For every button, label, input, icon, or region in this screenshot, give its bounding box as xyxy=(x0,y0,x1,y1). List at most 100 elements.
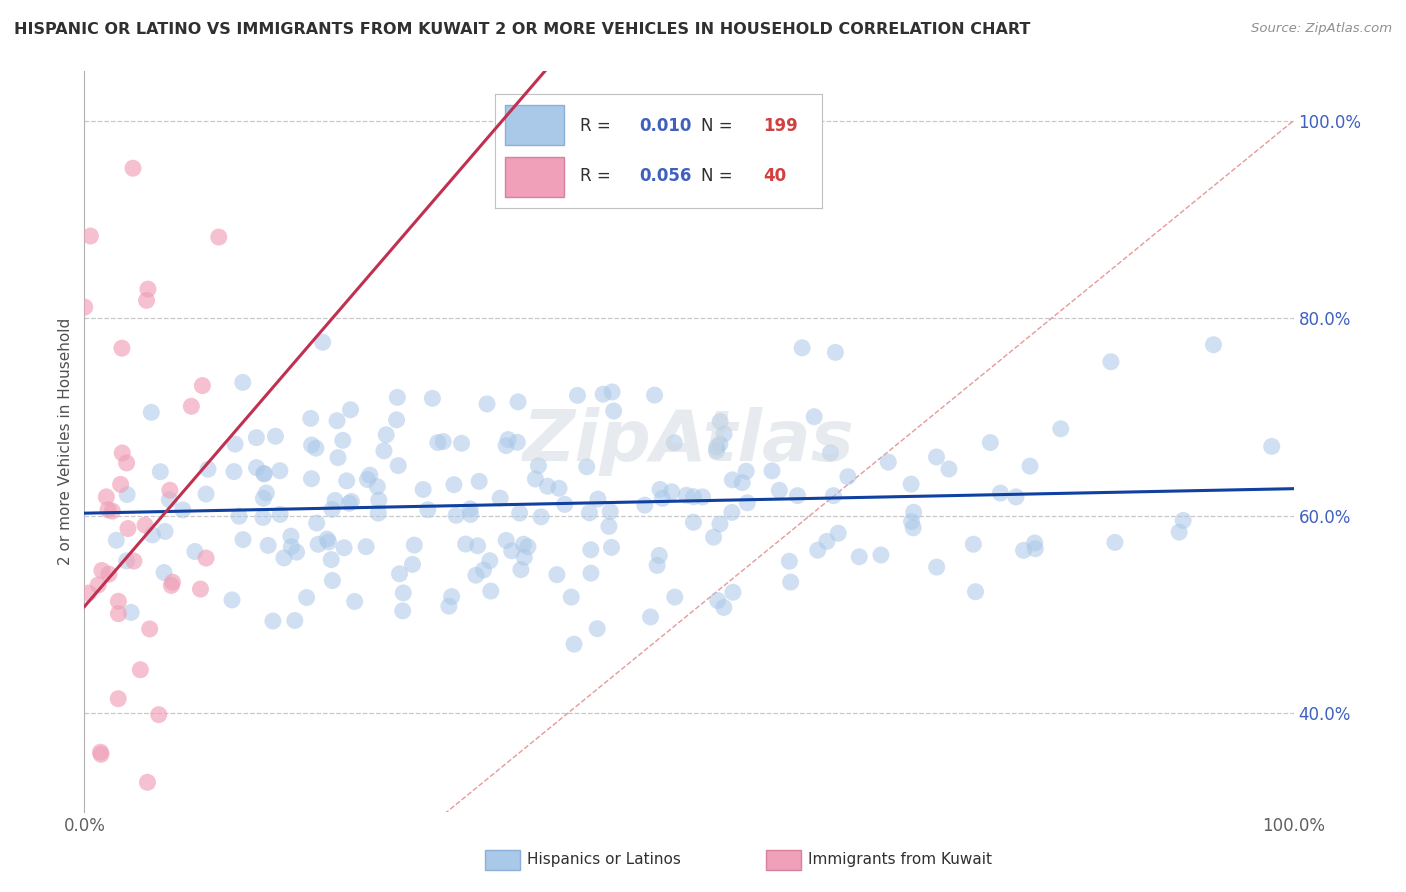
Point xyxy=(107,594,129,608)
Text: Hispanics or Latinos: Hispanics or Latinos xyxy=(527,853,681,867)
Point xyxy=(640,610,662,624)
Point xyxy=(837,469,859,483)
Point xyxy=(426,435,449,450)
Point xyxy=(412,483,434,497)
Point xyxy=(157,492,180,507)
Point xyxy=(1049,422,1071,436)
Point xyxy=(416,502,439,516)
Point xyxy=(262,614,284,628)
Point xyxy=(122,161,145,176)
Point xyxy=(191,378,214,392)
Point xyxy=(273,550,295,565)
Point xyxy=(768,483,790,498)
Point xyxy=(901,521,924,535)
Point xyxy=(184,544,207,558)
Point xyxy=(644,388,666,402)
Point xyxy=(245,431,267,445)
Point xyxy=(979,435,1001,450)
Point xyxy=(136,775,159,789)
Point xyxy=(110,477,132,491)
Point xyxy=(807,543,830,558)
Point xyxy=(1260,439,1282,453)
Point xyxy=(321,502,343,516)
Point xyxy=(305,516,328,530)
Point xyxy=(731,475,754,490)
Point xyxy=(786,489,808,503)
Point xyxy=(195,551,218,566)
Point xyxy=(339,402,361,417)
Point xyxy=(721,585,744,599)
Point xyxy=(89,745,111,759)
Point xyxy=(900,515,922,529)
Point xyxy=(90,747,112,762)
Point xyxy=(527,458,550,473)
Point xyxy=(160,578,183,592)
Point xyxy=(232,376,254,390)
Point xyxy=(530,509,553,524)
Point xyxy=(645,558,668,573)
Point xyxy=(252,510,274,524)
Point xyxy=(197,462,219,476)
Point xyxy=(554,497,576,511)
Point xyxy=(343,594,366,608)
Point xyxy=(735,464,758,478)
Point xyxy=(93,844,115,858)
Point xyxy=(299,411,322,425)
Point xyxy=(375,427,398,442)
Point xyxy=(141,528,163,542)
Point xyxy=(682,490,704,504)
Point xyxy=(450,436,472,450)
Point xyxy=(870,548,893,562)
Point xyxy=(706,440,728,454)
Point xyxy=(938,462,960,476)
Point xyxy=(562,637,585,651)
Point xyxy=(295,591,318,605)
Point xyxy=(567,388,589,402)
Point xyxy=(513,550,536,565)
Point xyxy=(107,607,129,621)
Point xyxy=(107,691,129,706)
Point xyxy=(1099,355,1122,369)
Point xyxy=(280,529,302,543)
Point xyxy=(336,474,359,488)
Point xyxy=(190,582,212,596)
Point xyxy=(321,552,343,566)
Text: Immigrants from Kuwait: Immigrants from Kuwait xyxy=(808,853,993,867)
Point xyxy=(269,508,291,522)
Point xyxy=(97,502,120,516)
Point xyxy=(208,230,231,244)
Point xyxy=(823,489,845,503)
Point xyxy=(925,450,948,464)
Point xyxy=(388,566,411,581)
Point xyxy=(73,300,96,314)
Point xyxy=(578,506,600,520)
Point xyxy=(706,593,728,607)
Point xyxy=(779,575,801,590)
Point xyxy=(536,479,558,493)
Point xyxy=(385,413,408,427)
Point xyxy=(962,537,984,551)
Point xyxy=(232,533,254,547)
Point xyxy=(326,414,349,428)
Point xyxy=(900,477,922,491)
Point xyxy=(458,502,481,516)
Point xyxy=(392,586,415,600)
Point xyxy=(512,537,534,551)
Point xyxy=(253,467,276,481)
Point xyxy=(373,443,395,458)
Point xyxy=(122,554,145,568)
Point xyxy=(1005,490,1028,504)
Point xyxy=(307,537,329,551)
Point xyxy=(464,568,486,582)
Point xyxy=(468,475,491,489)
Point xyxy=(664,435,686,450)
Point xyxy=(1019,459,1042,474)
Point xyxy=(110,844,132,858)
Point xyxy=(105,533,128,548)
Point xyxy=(257,538,280,552)
Point xyxy=(602,404,624,418)
Point xyxy=(149,465,172,479)
Point xyxy=(761,464,783,478)
Point xyxy=(115,554,138,568)
Point xyxy=(472,563,495,577)
